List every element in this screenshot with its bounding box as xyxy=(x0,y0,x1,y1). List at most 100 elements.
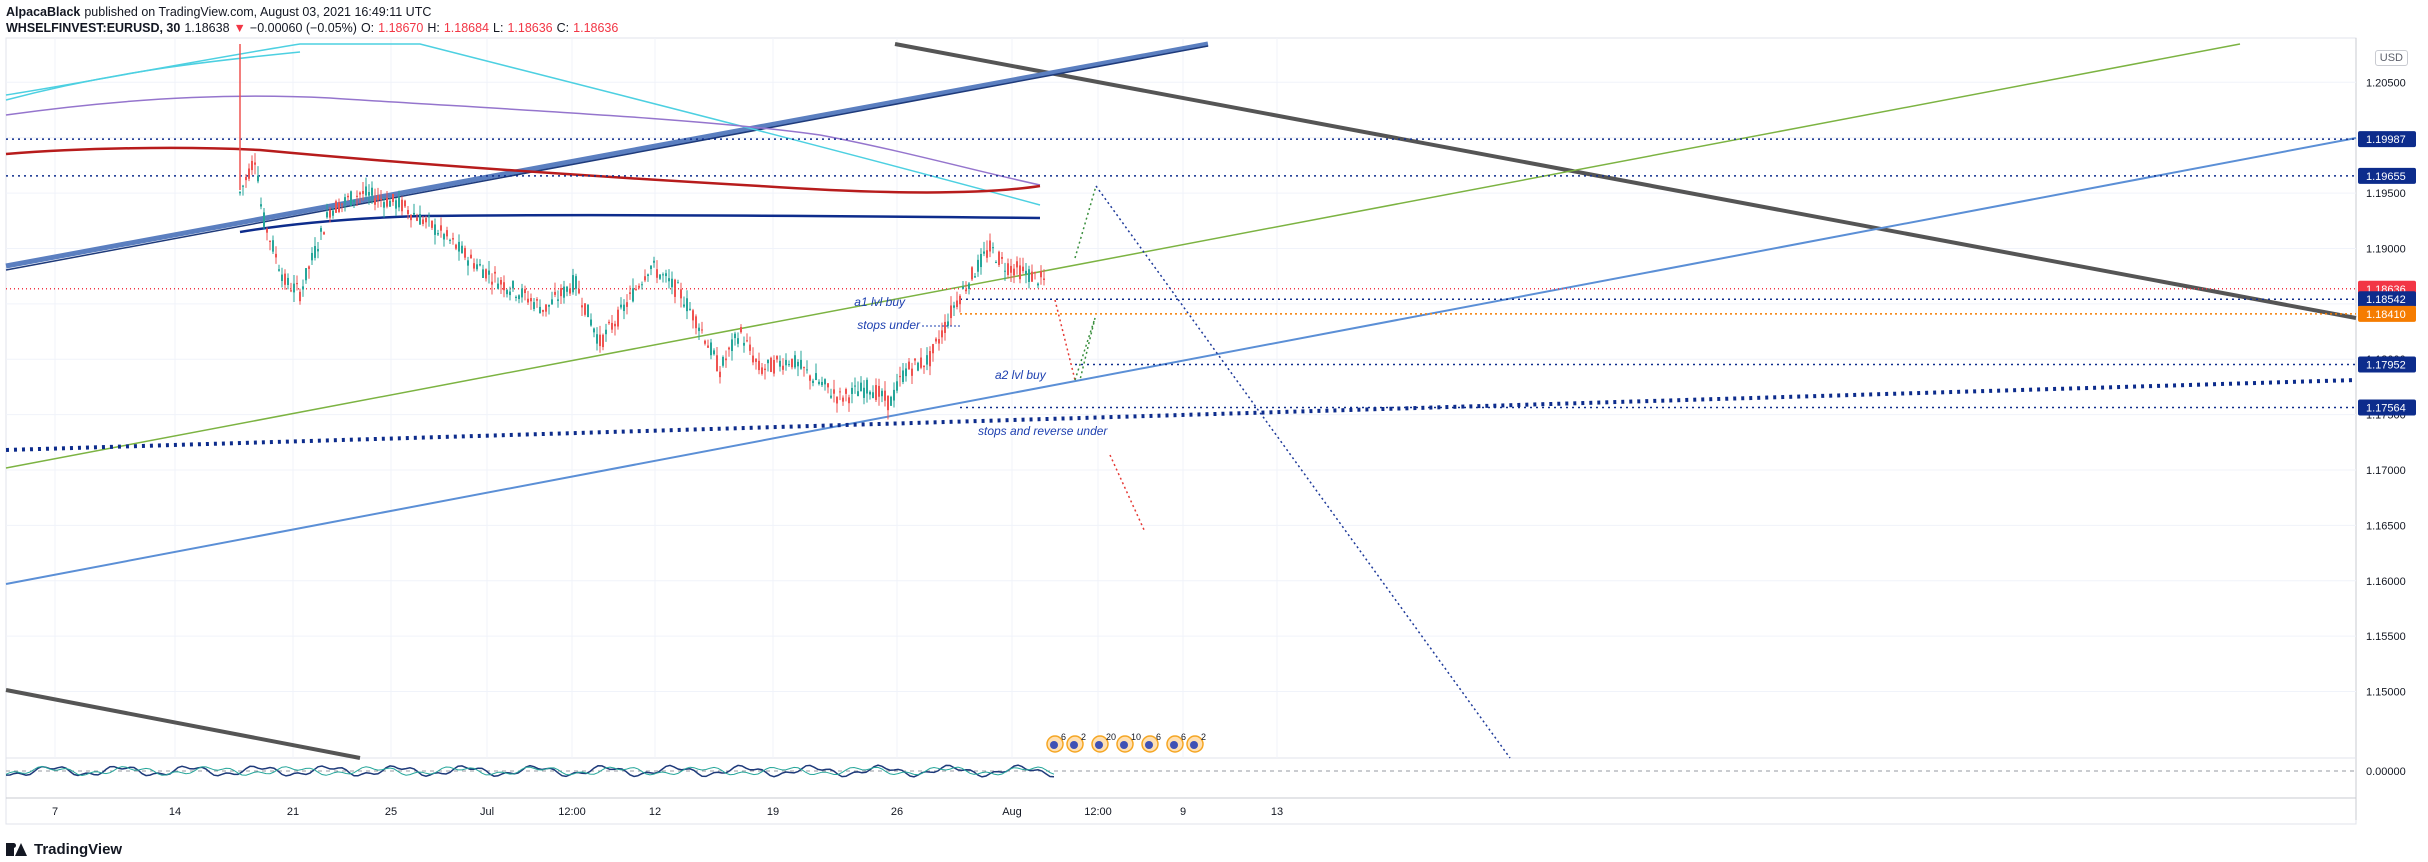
candle-body xyxy=(902,370,904,382)
candle-body xyxy=(386,197,388,207)
candle-body xyxy=(938,339,940,344)
candle-body xyxy=(698,327,700,332)
candle-body xyxy=(440,225,442,231)
candle-body xyxy=(677,282,679,284)
candle-body xyxy=(881,390,883,397)
time-tick-label: Jul xyxy=(480,806,494,818)
candle-body xyxy=(791,358,793,368)
candle-body xyxy=(338,202,340,213)
event-badge-count: 10 xyxy=(1131,732,1141,742)
candle-body xyxy=(431,220,433,228)
candle-body xyxy=(761,367,763,374)
candle-body xyxy=(1031,271,1033,282)
event-badge-dot xyxy=(1145,741,1153,749)
close-value: 1.18636 xyxy=(573,21,619,35)
author-name[interactable]: AlpacaBlack xyxy=(6,5,81,19)
candle-body xyxy=(536,299,538,301)
candle-body xyxy=(812,380,814,383)
candle-body xyxy=(716,355,718,372)
candle-body xyxy=(824,379,826,385)
candle-body xyxy=(533,302,535,310)
price-tick-label: 1.19500 xyxy=(2366,188,2406,200)
candle-body xyxy=(581,305,583,308)
candle-body xyxy=(929,351,931,367)
candle-body xyxy=(260,204,262,207)
candle-body xyxy=(344,197,346,203)
candle-body xyxy=(896,381,898,391)
candle-body xyxy=(725,358,727,361)
candle-body xyxy=(509,291,511,296)
candle-body xyxy=(662,274,664,276)
candle-body xyxy=(392,194,394,202)
annotation-text: a2 lvl buy xyxy=(995,368,1047,382)
open-value: 1.18670 xyxy=(378,21,424,35)
candle-body xyxy=(785,359,787,366)
candle-body xyxy=(299,291,301,302)
candle-body xyxy=(887,395,889,411)
candle-body xyxy=(623,304,625,312)
candle-body xyxy=(359,192,361,195)
candle-body xyxy=(575,276,577,289)
candle-body xyxy=(383,202,385,208)
symbol-label[interactable]: WHSELFINVEST:EURUSD, 30 xyxy=(6,21,181,35)
candle-body xyxy=(1013,268,1015,276)
projection-green-bounce xyxy=(1074,317,1096,381)
projection-green-up xyxy=(1074,185,1097,259)
ascending-channel-top xyxy=(5,41,1209,269)
candle-body xyxy=(836,397,838,404)
candle-body xyxy=(923,365,925,368)
candle-body xyxy=(995,262,997,264)
candle-body xyxy=(425,218,427,223)
candle-body xyxy=(764,368,766,371)
event-badge-dot xyxy=(1070,741,1078,749)
candle-body xyxy=(1028,269,1030,282)
candle-body xyxy=(827,383,829,388)
candle-body xyxy=(620,304,622,308)
candle-body xyxy=(320,228,322,232)
candle-body xyxy=(287,277,289,285)
candle-body xyxy=(629,292,631,294)
candle-body xyxy=(395,200,397,209)
event-badge-count: 6 xyxy=(1181,732,1186,742)
footer-brand[interactable]: TradingView xyxy=(6,841,122,858)
candle-body xyxy=(479,264,481,266)
candle-body xyxy=(659,274,661,279)
candle-body xyxy=(293,283,295,293)
time-tick-label: 25 xyxy=(385,806,397,818)
candle-body xyxy=(263,212,265,227)
candle-body xyxy=(494,271,496,274)
candle-body xyxy=(719,371,721,378)
candle-body xyxy=(770,357,772,372)
event-badge-dot xyxy=(1095,741,1103,749)
time-tick-label: 26 xyxy=(891,806,903,818)
price-tag xyxy=(2358,399,2416,416)
event-badges[interactable]: 6 2 20 10 6 6 2 xyxy=(1046,732,1206,753)
candle-body xyxy=(980,254,982,268)
candle-body xyxy=(635,288,637,290)
time-tick-label: Aug xyxy=(1002,806,1022,818)
time-axis[interactable]: 7 14 21 25 Jul 12:00 12 19 26 Aug 12:00 9 13 xyxy=(52,806,1283,818)
candle-body xyxy=(803,367,805,369)
candle-body xyxy=(779,360,781,367)
candle-body xyxy=(365,186,367,196)
descending-trendline xyxy=(894,42,2357,320)
time-tick-label: 7 xyxy=(52,806,58,818)
candle-body xyxy=(257,175,259,182)
candle-body xyxy=(758,360,760,371)
candle-body xyxy=(932,344,934,354)
oscillator-pane: 0.00000 xyxy=(5,764,2406,778)
candle-body xyxy=(755,358,757,362)
candle-body xyxy=(818,381,820,384)
candle-body xyxy=(254,162,256,165)
last-price: 1.18638 xyxy=(184,21,230,35)
candle-body xyxy=(746,340,748,342)
candle-body xyxy=(389,200,391,207)
candle-body xyxy=(548,304,550,307)
price-tag-label: 1.19987 xyxy=(2366,134,2406,146)
candle-body xyxy=(839,391,841,393)
candle-body xyxy=(311,252,313,261)
event-badge-count: 6 xyxy=(1156,732,1161,742)
candle-body xyxy=(704,340,706,344)
currency-badge[interactable]: USD xyxy=(2374,50,2408,66)
